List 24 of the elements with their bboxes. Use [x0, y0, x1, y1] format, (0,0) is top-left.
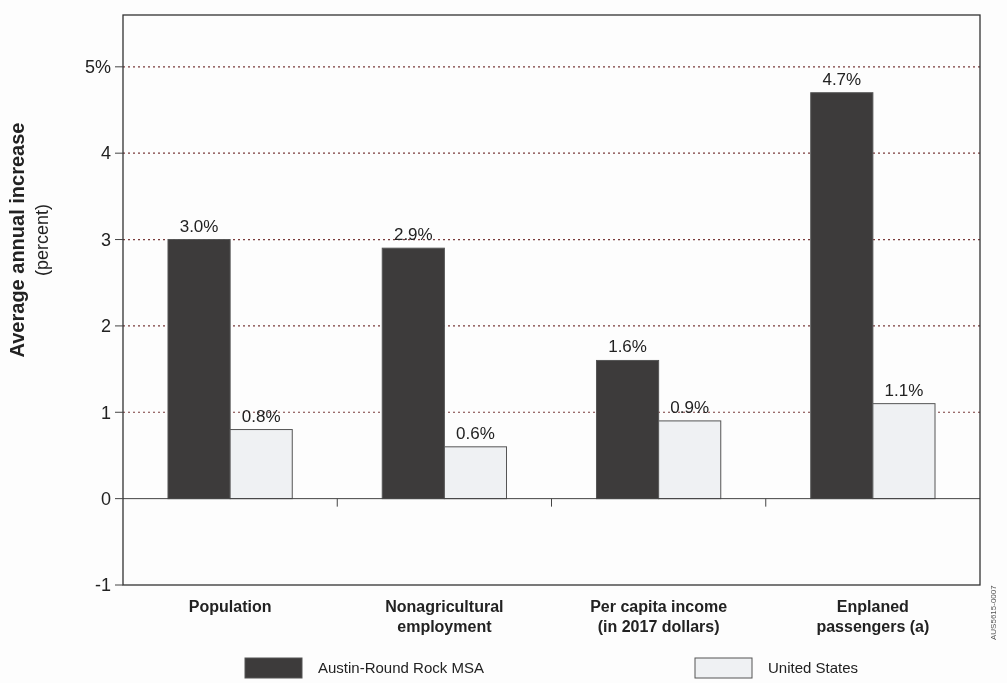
data-label: 1.6%	[608, 337, 647, 357]
y-tick-label: 5%	[84, 57, 111, 78]
y-tick-label: 1	[100, 402, 111, 423]
x-tick-label: Enplaned passengers (a)	[816, 598, 930, 635]
y-tick-label: 0	[100, 488, 111, 509]
y-tick-label: 4	[100, 143, 111, 164]
data-label: 2.9%	[393, 225, 433, 245]
x-tick-label: Population	[188, 598, 272, 615]
x-tick-label: Per capita income (in 2017 dollars)	[590, 598, 728, 635]
legend-label: United States	[768, 659, 859, 677]
text: (percent)	[32, 203, 52, 277]
y-tick-label: 2	[100, 316, 111, 337]
x-tick-label: Nonagricultural employment	[385, 598, 504, 635]
legend-label: Austin-Round Rock MSA	[318, 659, 484, 677]
data-label: 0.8%	[241, 406, 281, 426]
y-tick-label: 3	[100, 229, 111, 250]
data-label: 0.6%	[456, 423, 495, 443]
text: AUS5615-0007	[989, 584, 998, 640]
data-label: 3.0%	[179, 216, 219, 236]
y-tick-label: -1	[94, 575, 111, 596]
data-label: 1.1%	[884, 380, 924, 400]
y-axis-title: Average annual increase	[6, 122, 28, 358]
data-label: 0.9%	[670, 397, 710, 417]
data-label: 4.7%	[822, 69, 862, 89]
